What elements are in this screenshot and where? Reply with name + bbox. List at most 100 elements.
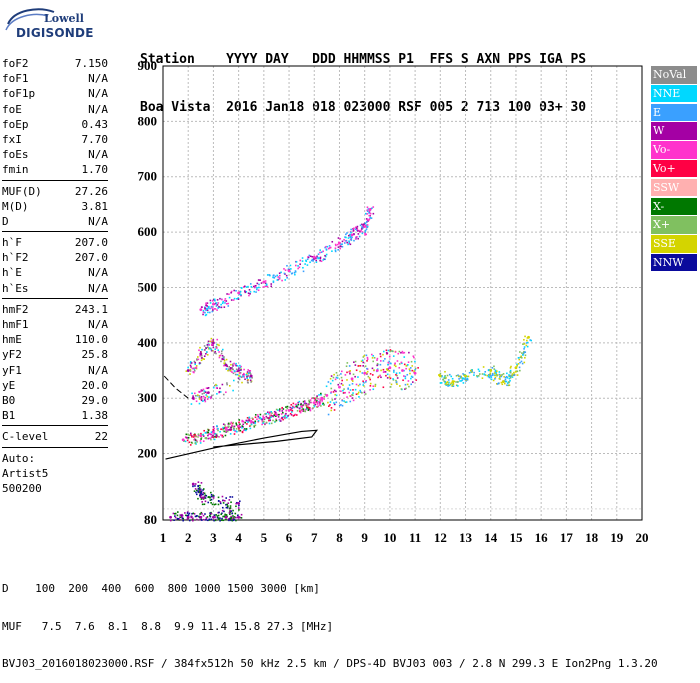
- scatter-anchor-point: [212, 302, 215, 306]
- param-value: 20.0: [81, 378, 109, 392]
- header-values: Boa Vista 2016 Jan18 018 023000 RSF 005 …: [140, 100, 587, 115]
- y-tick-label: 300: [138, 390, 158, 405]
- param-name: fmin: [2, 163, 29, 177]
- scatter-point: [218, 305, 220, 308]
- scatter-point: [210, 436, 213, 438]
- scatter-point: [364, 222, 367, 225]
- scatter-point: [199, 488, 202, 491]
- scatter-point: [204, 314, 207, 317]
- scatter-point: [200, 399, 203, 402]
- scatter-point: [285, 274, 288, 277]
- scatter-point: [221, 495, 224, 498]
- scatter-point: [366, 220, 368, 223]
- scatter-point: [229, 433, 232, 435]
- scatter-point: [206, 395, 209, 398]
- scatter-point: [506, 372, 508, 375]
- scatter-point: [357, 365, 360, 367]
- scatter-point: [340, 390, 342, 393]
- divider: [2, 179, 108, 181]
- scatter-point: [518, 366, 521, 369]
- scatter-point: [496, 382, 498, 385]
- scatter-point: [403, 369, 405, 372]
- scatter-point: [348, 365, 351, 367]
- scatter-point: [205, 519, 207, 521]
- scatter-point: [455, 374, 458, 377]
- scatter-point: [252, 285, 255, 288]
- scatter-anchor-point: [199, 352, 203, 356]
- scatter-point: [235, 362, 237, 365]
- clevel-row: C-level 22: [2, 429, 108, 444]
- scatter-point: [202, 400, 204, 402]
- scatter-point: [361, 372, 364, 374]
- scatter-point: [195, 489, 198, 492]
- scatter-point: [384, 358, 386, 360]
- scatter-point: [304, 410, 307, 413]
- scatter-point: [234, 373, 237, 376]
- scatter-point: [210, 518, 213, 521]
- scatter-point: [500, 375, 503, 378]
- scatter-point: [204, 494, 207, 497]
- scatter-point: [245, 373, 248, 376]
- scatter-point: [358, 396, 360, 398]
- scatter-point: [343, 388, 345, 390]
- scatter-point: [217, 307, 219, 309]
- scatter-point: [333, 409, 336, 411]
- scatter-point: [197, 497, 199, 500]
- scatter-point: [359, 389, 361, 392]
- scatter-anchor-point: [375, 369, 379, 372]
- scatter-point: [404, 383, 407, 386]
- scatter-point: [488, 376, 491, 379]
- scatter-point: [298, 407, 301, 410]
- scatter-point: [230, 421, 233, 424]
- scatter-point: [278, 278, 281, 280]
- scatter-point: [393, 364, 396, 367]
- scatter-point: [272, 419, 274, 422]
- param-name: yF2: [2, 348, 22, 362]
- scatter-point: [398, 363, 401, 365]
- scatter-point: [215, 347, 218, 349]
- scatter-point: [494, 370, 497, 373]
- x-tick-label: 3: [210, 530, 217, 545]
- scatter-point: [357, 393, 359, 395]
- param-row: h`F 207.0: [2, 235, 108, 250]
- scatter-anchor-point: [363, 225, 367, 228]
- scatter-point: [207, 496, 210, 498]
- param-value: 110.0: [74, 333, 108, 347]
- scatter-point: [293, 406, 296, 409]
- scatter-point: [415, 379, 418, 381]
- scatter-point: [213, 308, 215, 310]
- scatter-point: [196, 518, 198, 521]
- scatter-point: [387, 363, 389, 366]
- scatter-point: [349, 243, 352, 246]
- divider: [2, 425, 108, 427]
- scatter-point: [366, 206, 369, 209]
- scatter-point: [498, 377, 501, 380]
- scatter-point: [491, 367, 494, 369]
- scatter-point: [209, 499, 212, 501]
- scatter-point: [195, 366, 198, 369]
- scatter-point: [377, 376, 379, 379]
- scatter-point: [372, 355, 375, 357]
- scatter-point: [243, 428, 246, 430]
- scatter-point: [203, 495, 206, 498]
- scatter-point: [319, 256, 322, 259]
- scatter-point: [190, 403, 193, 405]
- scatter-point: [306, 407, 308, 409]
- scatter-point: [345, 365, 348, 368]
- scatter-point: [226, 426, 229, 429]
- scatter-point: [198, 515, 200, 518]
- scatter-point: [236, 430, 238, 433]
- scatter-point: [376, 362, 379, 365]
- scatter-point: [189, 361, 192, 363]
- scatter-point: [314, 403, 317, 406]
- scatter-point: [233, 289, 235, 292]
- scatter-point: [191, 435, 193, 438]
- scatter-point: [494, 376, 497, 379]
- scatter-point: [311, 258, 314, 261]
- scatter-point: [293, 414, 296, 416]
- scatter-point: [404, 375, 407, 378]
- scatter-point: [376, 357, 379, 360]
- scatter-point: [216, 343, 219, 346]
- scatter-point: [360, 229, 362, 232]
- scatter-point: [359, 370, 361, 373]
